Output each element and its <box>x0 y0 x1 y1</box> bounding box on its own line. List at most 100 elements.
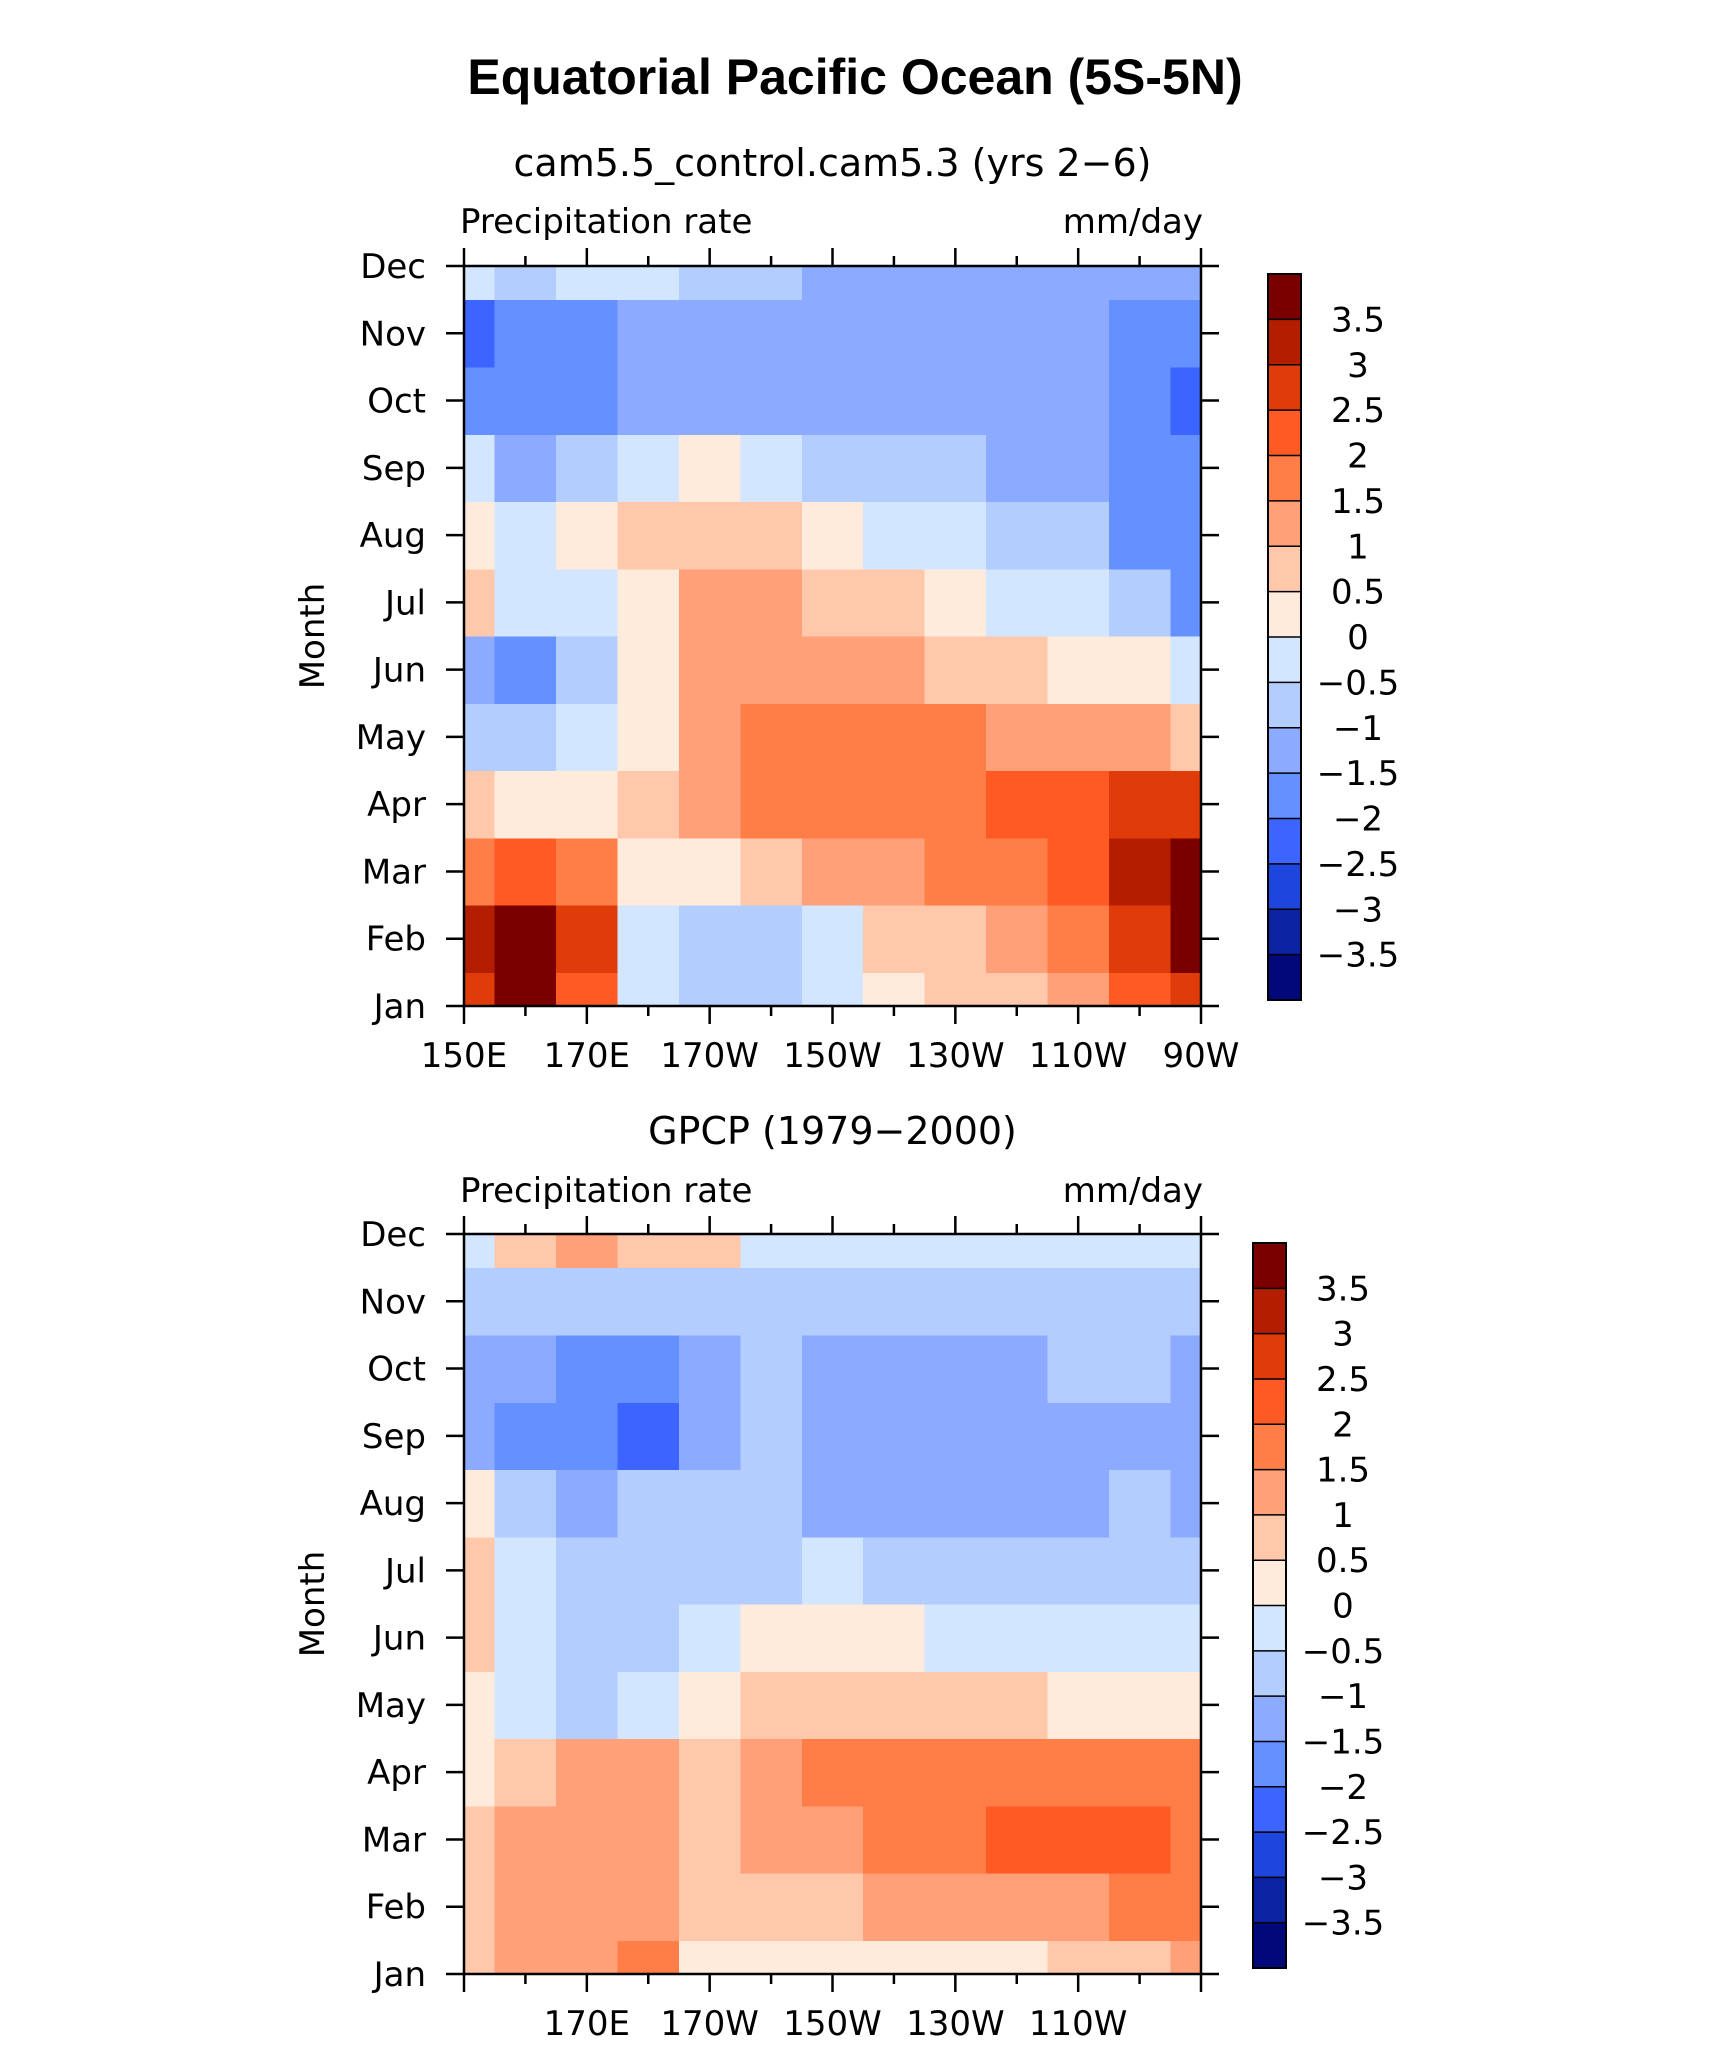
heatmap-cell <box>740 1805 803 1874</box>
heatmap-cell <box>1108 299 1171 368</box>
heatmap-cell <box>986 366 1049 435</box>
heatmap-cell <box>617 636 680 704</box>
heatmap-cell <box>801 1234 864 1269</box>
colorbar-label: 1 <box>1332 1496 1354 1536</box>
heatmap-cell <box>1108 1267 1171 1336</box>
heatmap-cell <box>494 1402 557 1471</box>
heatmap-cell <box>740 434 803 503</box>
heatmap-cell <box>678 1469 741 1538</box>
heatmap-cell <box>464 1805 496 1874</box>
heatmap-cell <box>556 1738 619 1807</box>
heatmap-cell <box>863 1536 926 1605</box>
colorbar-swatch <box>1268 637 1301 683</box>
heatmap-cell <box>801 837 864 906</box>
figure-title: Equatorial Pacific Ocean (5S-5N) <box>467 49 1242 105</box>
y-axis-label: Month <box>293 1551 333 1658</box>
heatmap-cell <box>740 501 803 570</box>
heatmap-cell <box>924 366 987 435</box>
heatmap-cell <box>464 1402 496 1471</box>
heatmap-cell <box>924 1940 987 1975</box>
heatmap-cell <box>863 636 926 704</box>
heatmap-cell <box>464 1536 496 1605</box>
heatmap-cell <box>986 1873 1049 1941</box>
heatmap-cell <box>924 434 987 503</box>
units-label: mm/day <box>1063 202 1203 242</box>
heatmap-cell <box>924 1267 987 1336</box>
heatmap-cell <box>1108 1805 1171 1874</box>
heatmap-cells <box>464 266 1202 1007</box>
heatmap-cell <box>1047 837 1110 906</box>
heatmap-cell <box>464 972 496 1007</box>
x-tick-label: 150W <box>783 1036 882 1076</box>
colorbar-swatch <box>1253 1650 1286 1697</box>
heatmap-cell <box>556 1805 619 1874</box>
y-tick-label: Jun <box>371 651 426 691</box>
colorbar-swatch <box>1268 410 1301 457</box>
heatmap-cell <box>678 1234 741 1269</box>
heatmap-cell <box>1170 1334 1202 1403</box>
heatmap-cell <box>1170 837 1202 906</box>
colorbar-label: −3 <box>1333 890 1383 930</box>
heatmap-cell <box>986 434 1049 503</box>
heatmap-cell <box>1170 1469 1202 1538</box>
colorbar-swatch <box>1268 546 1301 593</box>
heatmap-cell <box>1170 1402 1202 1471</box>
heatmap-cell <box>1170 972 1202 1007</box>
y-tick-label: May <box>356 718 426 758</box>
heatmap-cell <box>1108 837 1171 906</box>
heatmap-cell <box>1047 770 1110 839</box>
colorbar-label: −1.5 <box>1302 1722 1385 1762</box>
heatmap-cell <box>1047 636 1110 704</box>
heatmap-cell <box>986 770 1049 839</box>
heatmap-cell <box>678 366 741 435</box>
heatmap-cell <box>1047 972 1110 1007</box>
colorbar-swatch <box>1268 818 1301 865</box>
heatmap-cell <box>1170 1940 1202 1975</box>
heatmap-cell <box>1047 1940 1110 1975</box>
heatmap-cell <box>617 1402 680 1471</box>
heatmap-cell <box>924 1738 987 1807</box>
heatmap-cell <box>801 434 864 503</box>
colorbar-swatch <box>1268 500 1301 547</box>
heatmap-cells <box>464 1234 1202 1975</box>
heatmap-cell <box>863 266 926 301</box>
heatmap-cell <box>556 568 619 637</box>
colorbar-label: 3.5 <box>1331 300 1385 340</box>
heatmap-cell <box>863 1267 926 1336</box>
heatmap-cell <box>740 1536 803 1605</box>
heatmap-cell <box>678 636 741 704</box>
heatmap-cell <box>863 1873 926 1941</box>
heatmap-cell <box>1047 1334 1110 1403</box>
heatmap-cell <box>924 1536 987 1605</box>
heatmap-cell <box>464 636 496 704</box>
heatmap-cell <box>801 703 864 772</box>
heatmap-cell <box>1108 366 1171 435</box>
heatmap-cell <box>863 770 926 839</box>
x-tick-label: 130W <box>906 2004 1005 2044</box>
heatmap-cell <box>740 1671 803 1740</box>
heatmap-cell <box>801 972 864 1007</box>
colorbar-swatch <box>1253 1333 1286 1380</box>
heatmap-cell <box>617 1469 680 1538</box>
heatmap-cell <box>924 501 987 570</box>
heatmap-cell <box>678 1738 741 1807</box>
heatmap-cell <box>464 1469 496 1538</box>
heatmap-cell <box>924 636 987 704</box>
y-tick-label: Jun <box>371 1619 426 1659</box>
heatmap-cell <box>617 1873 680 1941</box>
heatmap-cell <box>464 1267 496 1336</box>
colorbar-label: 1.5 <box>1331 482 1385 522</box>
heatmap-cell <box>678 434 741 503</box>
heatmap-cell <box>1108 703 1171 772</box>
heatmap-cell <box>1108 434 1171 503</box>
heatmap-cell <box>986 1738 1049 1807</box>
heatmap-cell <box>1170 1234 1202 1269</box>
heatmap-cell <box>556 905 619 973</box>
heatmap-cell <box>678 568 741 637</box>
heatmap-cell <box>556 1940 619 1975</box>
heatmap-cell <box>464 1234 496 1269</box>
heatmap-cell <box>801 1334 864 1403</box>
heatmap-cell <box>986 1267 1049 1336</box>
x-tick-label: 170E <box>544 1036 630 1076</box>
heatmap-cell <box>556 703 619 772</box>
